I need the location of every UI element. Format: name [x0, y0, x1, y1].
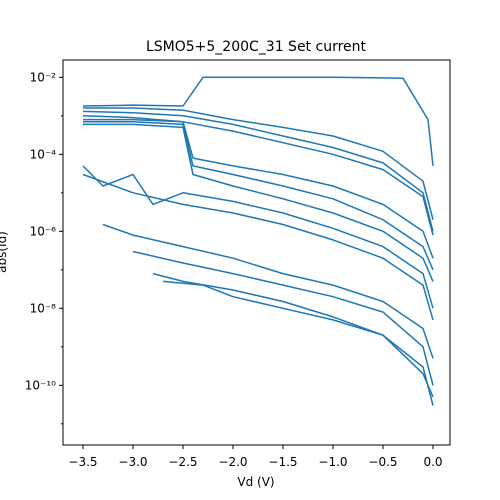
y-tick-label: 10⁻⁴ [30, 147, 57, 161]
x-tick-label: −2.0 [218, 455, 247, 469]
x-tick-label: −0.5 [368, 455, 397, 469]
chart-title: LSMO5+5_200C_31 Set current [146, 39, 367, 55]
y-tick-label: 10⁻¹⁰ [25, 378, 56, 392]
y-tick-label: 10⁻² [30, 70, 57, 84]
y-axis-label: abs(Id) [0, 231, 9, 273]
x-tick-label: 0.0 [423, 455, 442, 469]
x-tick-label: −3.0 [118, 455, 147, 469]
y-tick-label: 10⁻⁶ [30, 224, 57, 238]
y-tick-label: 10⁻⁸ [30, 301, 57, 315]
x-tick-label: −3.5 [68, 455, 97, 469]
x-tick-label: −1.0 [318, 455, 347, 469]
x-axis-label: Vd (V) [237, 475, 274, 489]
x-tick-label: −1.5 [268, 455, 297, 469]
x-tick-label: −2.5 [168, 455, 197, 469]
